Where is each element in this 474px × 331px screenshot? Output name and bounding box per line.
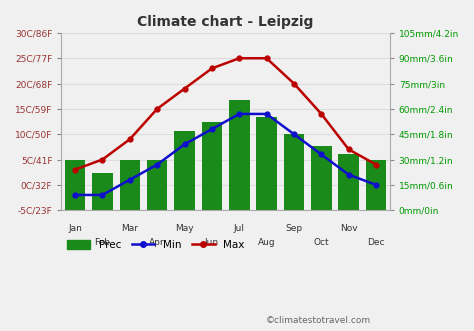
Bar [229,100,249,210]
Bar [284,134,304,210]
Text: Jan: Jan [68,224,82,233]
Text: Aug: Aug [258,238,275,247]
Legend: Prec, Min, Max: Prec, Min, Max [64,236,248,255]
Text: Jun: Jun [205,238,219,247]
Text: May: May [175,224,194,233]
Bar [201,122,222,210]
Bar [311,146,332,210]
Title: Climate chart - Leipzig: Climate chart - Leipzig [137,15,314,29]
Text: Mar: Mar [121,224,138,233]
Bar [338,155,359,210]
Bar [174,131,195,210]
Text: Sep: Sep [285,224,302,233]
Text: Nov: Nov [340,224,357,233]
Bar [366,160,386,210]
Text: Apr: Apr [149,238,165,247]
Bar [92,173,113,210]
Bar [65,160,85,210]
Text: Jul: Jul [234,224,245,233]
Bar [119,160,140,210]
Text: Oct: Oct [313,238,329,247]
Text: Feb: Feb [94,238,110,247]
Bar [256,117,277,210]
Bar [147,160,167,210]
Text: ©climatestotravel.com: ©climatestotravel.com [265,316,371,325]
Text: Dec: Dec [367,238,385,247]
